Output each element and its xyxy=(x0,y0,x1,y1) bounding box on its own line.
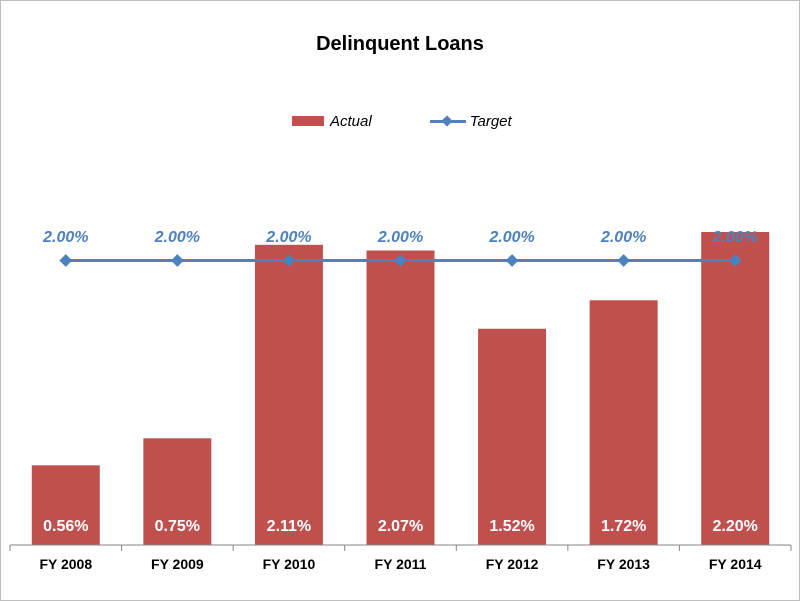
bar-data-label: 1.52% xyxy=(489,518,534,535)
target-marker xyxy=(728,254,742,267)
bar-data-label: 0.75% xyxy=(155,518,200,535)
x-tick-label: FY 2012 xyxy=(486,556,539,572)
bar-actual xyxy=(478,328,547,545)
chart-legend: Actual Target xyxy=(292,110,570,132)
legend-label-actual: Actual xyxy=(330,112,372,130)
bar-data-label: 0.56% xyxy=(43,518,88,535)
bar-actual xyxy=(31,465,100,545)
target-marker xyxy=(617,254,631,267)
legend-item-actual: Actual xyxy=(292,113,372,130)
x-tick-label: FY 2014 xyxy=(709,556,762,572)
bar-actual xyxy=(366,250,435,545)
bar-data-label: 2.11% xyxy=(267,518,311,535)
legend-swatch-target xyxy=(429,114,466,127)
x-tick-label: FY 2011 xyxy=(375,556,427,572)
x-tick-label: FY 2008 xyxy=(39,556,92,572)
target-data-label: 2.00% xyxy=(377,229,423,246)
bar-data-label: 1.72% xyxy=(601,518,646,535)
target-data-label: 2.00% xyxy=(712,229,758,246)
bar-actual xyxy=(254,244,323,545)
bar-actual xyxy=(701,232,770,545)
bar-actual xyxy=(143,438,212,545)
target-data-label: 2.00% xyxy=(42,229,88,246)
chart-title: Delinquent Loans xyxy=(316,33,484,55)
target-marker xyxy=(59,254,73,267)
x-tick-label: FY 2013 xyxy=(597,556,650,572)
target-data-label: 2.00% xyxy=(265,229,311,246)
legend-label-target: Target xyxy=(469,112,512,130)
target-data-label: 2.00% xyxy=(600,229,646,246)
target-data-label: 2.00% xyxy=(154,229,200,246)
target-marker xyxy=(505,254,519,267)
x-tick-label: FY 2009 xyxy=(151,556,204,572)
x-tick-label: FY 2010 xyxy=(263,556,316,572)
legend-item-target: Target xyxy=(429,112,512,130)
bar-data-label: 2.20% xyxy=(713,518,758,535)
target-marker xyxy=(170,254,184,267)
target-data-label: 2.00% xyxy=(488,229,534,246)
bar-actual xyxy=(589,300,658,545)
bar-data-label: 2.07% xyxy=(378,518,423,535)
legend-swatch-actual xyxy=(292,116,324,126)
